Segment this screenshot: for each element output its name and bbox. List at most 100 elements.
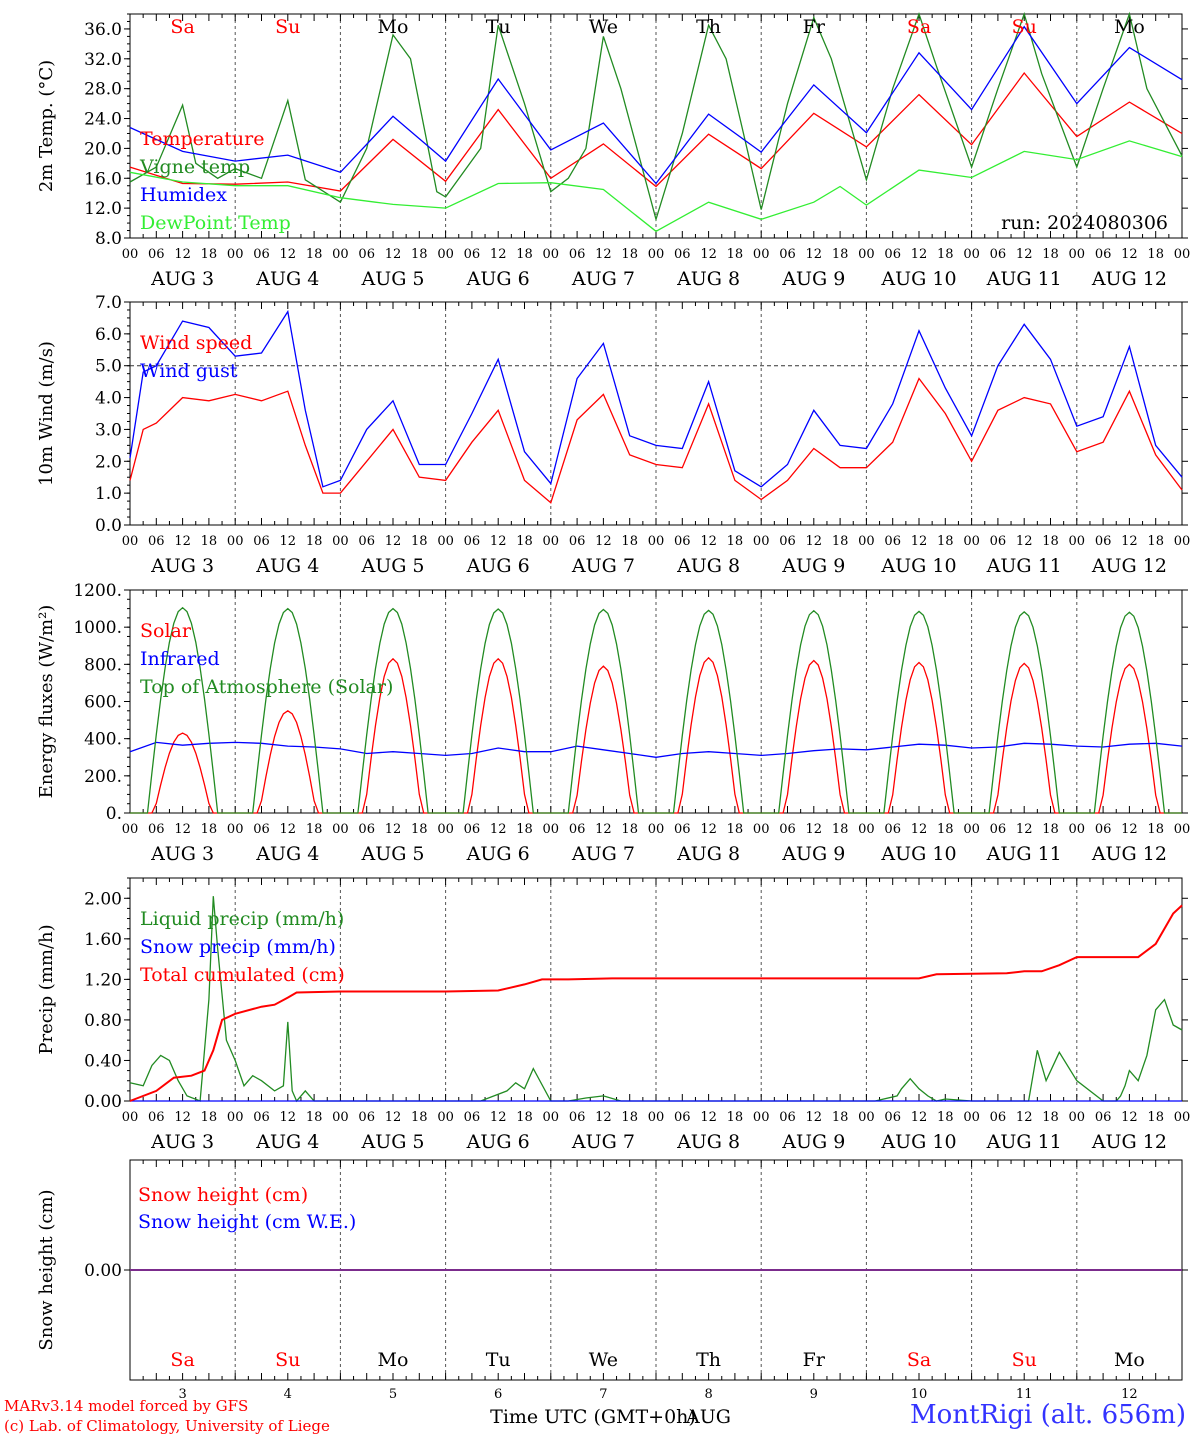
legend-entry: Snow precip (mm/h) — [140, 936, 336, 958]
hour-tick-label: 00 — [437, 822, 454, 837]
date-label: AUG 9 — [781, 843, 845, 865]
hour-tick-label: 06 — [464, 1110, 481, 1125]
series-line-humidex — [129, 25, 1183, 185]
date-label: AUG 12 — [1091, 268, 1167, 290]
hour-tick-label: 12 — [490, 1110, 507, 1125]
y-tick-label: 1000. — [73, 618, 122, 638]
hour-tick-label: 06 — [464, 247, 481, 262]
weekday-label-top: Mo — [1114, 16, 1145, 38]
y-axis-label: Energy fluxes (W/m²) — [36, 605, 57, 799]
series-line-wind-speed — [129, 377, 1183, 504]
y-tick-label: 2.0 — [95, 452, 122, 472]
hour-tick-label: 06 — [358, 534, 375, 549]
series-line-wind-gust — [129, 309, 1183, 488]
hour-tick-label: 12 — [280, 1110, 297, 1125]
hour-tick-label: 06 — [148, 247, 165, 262]
hour-tick-label: 00 — [437, 534, 454, 549]
hour-tick-label: 00 — [543, 1110, 560, 1125]
hour-tick-label: 18 — [1147, 534, 1164, 549]
hour-tick-label: 06 — [674, 1110, 691, 1125]
hour-tick-label: 06 — [148, 822, 165, 837]
y-tick-label: 8.0 — [95, 229, 122, 249]
hour-tick-label: 00 — [648, 534, 665, 549]
hour-tick-label: 12 — [280, 822, 297, 837]
date-label: AUG 6 — [466, 555, 530, 577]
hour-tick-label: 00 — [543, 534, 560, 549]
hour-tick-label: 06 — [990, 247, 1007, 262]
hour-tick-label: 18 — [411, 534, 428, 549]
hour-tick-label: 12 — [1121, 247, 1138, 262]
hour-tick-label: 12 — [174, 1110, 191, 1125]
weekday-label-bottom: Sa — [907, 1349, 931, 1371]
series-line-dewpoint-temp — [129, 140, 1183, 233]
hour-tick-label: 18 — [201, 534, 218, 549]
hour-tick-label: 18 — [516, 1110, 533, 1125]
weekday-label-bottom: Sa — [170, 1349, 194, 1371]
hour-tick-label: 06 — [779, 534, 796, 549]
hour-tick-label: 18 — [306, 1110, 323, 1125]
hour-tick-label: 06 — [569, 534, 586, 549]
date-label: AUG 3 — [150, 1131, 214, 1153]
hour-tick-label: 00 — [963, 1110, 980, 1125]
series-line-temperature — [129, 71, 1183, 192]
hour-tick-label: 12 — [700, 534, 717, 549]
date-label: AUG 11 — [986, 268, 1062, 290]
y-axis-label: Precip (mm/h) — [36, 924, 57, 1054]
hour-tick-label: 06 — [148, 1110, 165, 1125]
hour-tick-label: 06 — [569, 822, 586, 837]
hour-tick-label: 18 — [1042, 1110, 1059, 1125]
date-label: AUG 5 — [360, 555, 424, 577]
hour-tick-label: 06 — [358, 1110, 375, 1125]
hour-tick-label: 18 — [621, 822, 638, 837]
hour-tick-label: 18 — [727, 534, 744, 549]
hour-tick-label: 12 — [280, 534, 297, 549]
hour-tick-label: 12 — [1016, 247, 1033, 262]
hour-tick-label: 00 — [1069, 534, 1086, 549]
y-tick-label: 12.0 — [84, 199, 122, 219]
date-label: AUG 3 — [150, 843, 214, 865]
day-number-label: 10 — [911, 1387, 928, 1402]
hour-tick-label: 06 — [990, 1110, 1007, 1125]
y-tick-label: 600. — [84, 693, 122, 713]
date-label: AUG 6 — [466, 1131, 530, 1153]
hour-tick-label: 18 — [516, 822, 533, 837]
hour-tick-label: 18 — [201, 822, 218, 837]
hour-tick-label: 18 — [727, 247, 744, 262]
y-tick-label: 3.0 — [95, 420, 122, 440]
hour-tick-label: 18 — [621, 534, 638, 549]
date-label: AUG 8 — [676, 268, 740, 290]
hour-tick-label: 00 — [332, 534, 349, 549]
hour-tick-label: 00 — [648, 822, 665, 837]
hour-tick-label: 06 — [674, 822, 691, 837]
date-label: AUG 4 — [255, 1131, 319, 1153]
weekday-label-top: We — [589, 16, 618, 38]
legend-entry: DewPoint Temp — [140, 212, 291, 234]
day-number-label: 6 — [494, 1387, 502, 1402]
legend-entry: Vigne temp — [139, 156, 250, 178]
hour-tick-label: 00 — [122, 247, 139, 262]
hour-tick-label: 00 — [332, 822, 349, 837]
weekday-label-bottom: Su — [1012, 1349, 1037, 1371]
hour-tick-label: 00 — [648, 247, 665, 262]
date-label: AUG 11 — [986, 555, 1062, 577]
hour-tick-label: 18 — [516, 534, 533, 549]
y-tick-label: 1.20 — [84, 970, 122, 990]
date-label: AUG 8 — [676, 555, 740, 577]
legend-entry: Wind gust — [140, 360, 238, 382]
weekday-label-top: Th — [696, 16, 721, 38]
hour-tick-label: 06 — [779, 1110, 796, 1125]
hour-tick-label: 06 — [148, 534, 165, 549]
weekday-label-bottom: Fr — [803, 1349, 826, 1371]
hour-tick-label: 00 — [753, 1110, 770, 1125]
date-label: AUG 8 — [676, 1131, 740, 1153]
hour-tick-label: 18 — [727, 1110, 744, 1125]
date-label: AUG 6 — [466, 268, 530, 290]
y-tick-label: 200. — [84, 767, 122, 787]
y-axis-label: Snow height (cm) — [36, 1189, 57, 1350]
day-number-label: 4 — [284, 1387, 292, 1402]
hour-tick-label: 00 — [122, 534, 139, 549]
weekday-label-bottom: Th — [696, 1349, 721, 1371]
hour-tick-label: 00 — [858, 1110, 875, 1125]
weekday-label-top: Su — [1012, 16, 1037, 38]
hour-tick-label: 12 — [911, 1110, 928, 1125]
